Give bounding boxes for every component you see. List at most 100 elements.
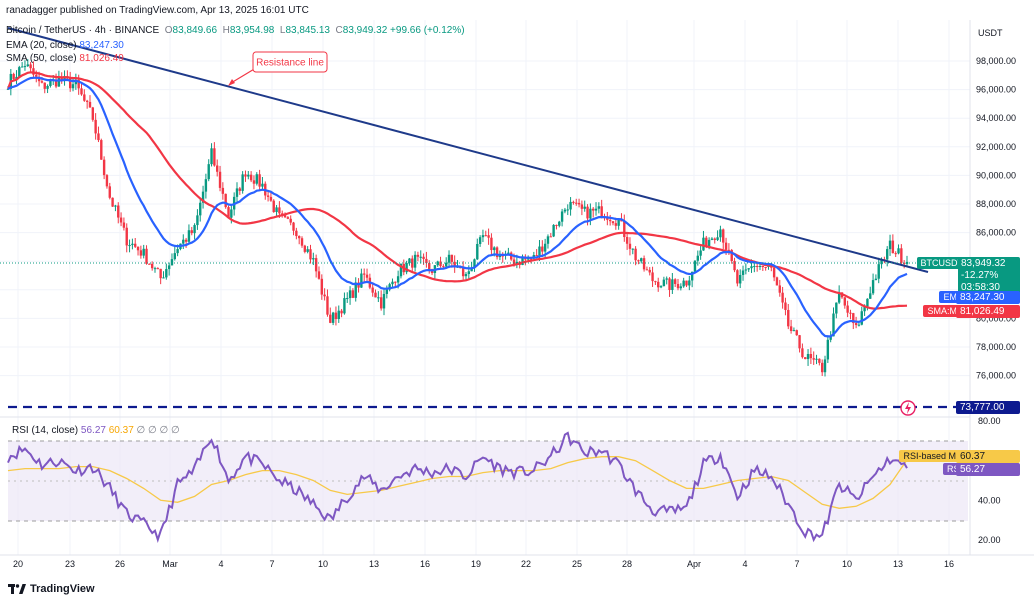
candle-body — [176, 249, 179, 254]
candle-body — [673, 279, 677, 284]
alert-icon[interactable] — [900, 400, 916, 416]
candle-body — [388, 284, 391, 290]
candle-body — [102, 159, 106, 176]
ema-legend[interactable]: EMA (20, close) 83,247.30 — [6, 40, 124, 51]
candle-body — [538, 246, 541, 256]
candle-body — [230, 209, 233, 218]
resistance-trendline[interactable] — [7, 27, 929, 273]
candle-body — [764, 266, 767, 268]
candle-body — [597, 206, 601, 209]
candle-body — [306, 249, 309, 252]
candle-body — [119, 217, 123, 223]
candle-body — [676, 283, 680, 289]
candle-body — [289, 218, 292, 223]
candle-body — [730, 250, 733, 261]
candle-body — [849, 312, 852, 314]
candle-body — [131, 243, 134, 246]
candle-body — [286, 217, 290, 219]
candle-body — [331, 312, 335, 323]
candle-body — [29, 64, 32, 69]
candle-body — [428, 263, 431, 270]
candle-body — [806, 353, 810, 360]
last-price-tag: 83,949.32 -12.27% 03:58:30 — [958, 257, 1020, 295]
candle-body — [558, 221, 561, 226]
candle-body — [555, 224, 558, 226]
candle-body — [221, 187, 225, 194]
candle-body — [640, 258, 643, 262]
candle-body — [566, 209, 569, 211]
candle-body — [238, 188, 242, 191]
candle-body — [696, 255, 699, 261]
tradingview-footer[interactable]: TradingView — [8, 583, 95, 595]
candle-body — [625, 237, 629, 244]
candle-body — [54, 79, 58, 87]
candle-body — [411, 258, 414, 268]
candle-body — [23, 66, 27, 68]
candle-body — [487, 235, 490, 238]
candle-body — [255, 174, 258, 184]
candle-body — [210, 148, 213, 165]
candle-body — [552, 224, 555, 237]
callout-arrow — [230, 67, 257, 84]
price-tick-label: 88,000.00 — [976, 199, 1016, 209]
candle-body — [105, 175, 109, 187]
candle-body — [312, 258, 315, 260]
candle-body — [360, 273, 363, 288]
candle-body — [707, 239, 711, 247]
candle-body — [891, 240, 895, 254]
candle-body — [758, 266, 762, 268]
candle-body — [606, 217, 609, 220]
time-tick-label: 4 — [218, 559, 223, 569]
candle-body — [526, 258, 530, 260]
candle-body — [334, 312, 338, 320]
candle-body — [860, 311, 863, 325]
sma-50-line — [6, 71, 908, 310]
time-tick-label: 4 — [742, 559, 747, 569]
price-tick-label: 76,000.00 — [976, 371, 1016, 381]
price-tick-label: 94,000.00 — [976, 113, 1016, 123]
instrument-name[interactable]: Bitcoin / TetherUS · 4h · BINANCE — [6, 25, 160, 36]
candle-body — [283, 215, 287, 218]
candle-body — [662, 279, 666, 287]
candle-body — [820, 362, 824, 373]
candle-body — [340, 310, 343, 314]
candle-body — [495, 247, 499, 258]
candle-body — [122, 222, 126, 228]
candle-body — [637, 260, 640, 262]
candle-body — [493, 247, 496, 251]
candle-body — [162, 277, 165, 279]
sma-legend[interactable]: SMA (50, close) 81,026.49 — [6, 53, 124, 64]
candle-body — [852, 313, 855, 324]
price-tick-label: 92,000.00 — [976, 142, 1016, 152]
candle-body — [467, 271, 471, 275]
candle-body — [300, 238, 304, 246]
time-tick-label: 10 — [842, 559, 852, 569]
rsi-legend[interactable]: RSI (14, close) 56.27 60.37 ∅ ∅ ∅ ∅ — [12, 425, 180, 436]
candle-body — [617, 219, 620, 226]
candle-body — [792, 330, 796, 332]
candle-body — [247, 174, 250, 177]
time-tick-label: 16 — [944, 559, 954, 569]
candle-body — [784, 302, 787, 310]
candle-body — [736, 270, 739, 284]
candle-body — [484, 235, 487, 237]
candle-body — [611, 221, 615, 224]
tradingview-logo-icon — [8, 584, 26, 594]
candle-body — [634, 248, 637, 261]
candle-body — [297, 236, 301, 239]
candle-body — [26, 64, 29, 67]
candle-body — [408, 258, 411, 264]
candle-body — [57, 77, 61, 87]
candle-body — [846, 305, 849, 313]
candle-body — [560, 211, 564, 222]
candle-body — [201, 191, 205, 203]
candle-body — [371, 287, 374, 293]
candle-body — [501, 255, 504, 257]
rsi-legend-title: RSI (14, close) — [12, 425, 79, 436]
candle-body — [453, 261, 456, 268]
candle-body — [688, 280, 691, 286]
resistance-callout[interactable]: Resistance line — [228, 51, 328, 86]
rsi-value-tag: 56.27 — [956, 463, 1020, 476]
price-tick-label: 80,000.00 — [976, 313, 1016, 323]
